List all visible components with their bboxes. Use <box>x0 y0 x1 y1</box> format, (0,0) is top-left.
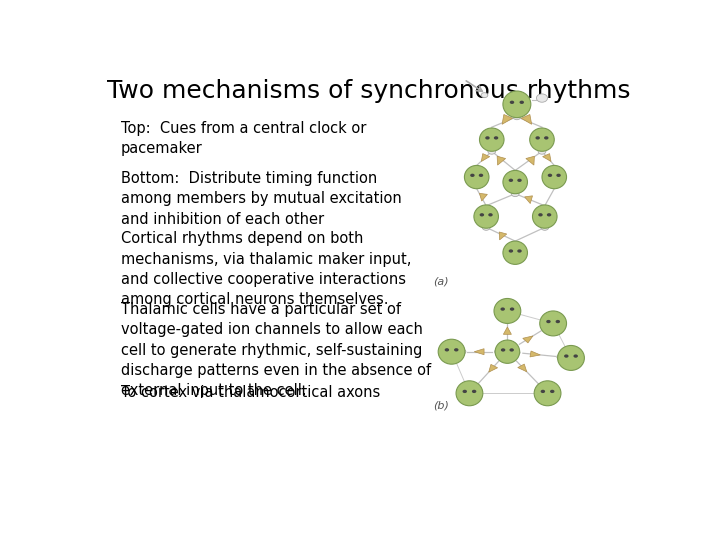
Circle shape <box>557 174 561 177</box>
Polygon shape <box>502 114 513 124</box>
Ellipse shape <box>533 205 557 228</box>
Text: Top:  Cues from a central clock or
pacemaker: Top: Cues from a central clock or pacema… <box>121 121 366 157</box>
Ellipse shape <box>480 128 504 151</box>
Circle shape <box>454 348 459 352</box>
Circle shape <box>495 349 501 354</box>
Circle shape <box>485 136 490 139</box>
Circle shape <box>541 225 549 230</box>
Circle shape <box>510 355 516 360</box>
Circle shape <box>538 384 544 389</box>
Text: Bottom:  Distribute timing function
among members by mutual excitation
and inhib: Bottom: Distribute timing function among… <box>121 171 402 227</box>
Polygon shape <box>497 156 505 165</box>
Circle shape <box>479 174 483 177</box>
Polygon shape <box>480 193 487 201</box>
Ellipse shape <box>494 299 521 323</box>
Circle shape <box>500 307 505 310</box>
Circle shape <box>459 349 466 354</box>
Circle shape <box>544 136 549 139</box>
Text: Two mechanisms of synchronous rhythms: Two mechanisms of synchronous rhythms <box>107 79 631 103</box>
Circle shape <box>510 307 514 310</box>
Circle shape <box>538 148 546 154</box>
Ellipse shape <box>474 205 498 228</box>
Circle shape <box>550 390 554 393</box>
Circle shape <box>513 350 520 355</box>
Circle shape <box>508 179 513 182</box>
Circle shape <box>546 320 551 323</box>
Polygon shape <box>482 153 490 161</box>
Text: To cortex via thalamocortical axons: To cortex via thalamocortical axons <box>121 385 380 400</box>
Polygon shape <box>543 153 551 161</box>
Ellipse shape <box>503 241 528 265</box>
Circle shape <box>556 320 560 323</box>
Circle shape <box>480 213 484 217</box>
Circle shape <box>564 354 569 357</box>
Circle shape <box>472 384 479 389</box>
Polygon shape <box>489 364 498 372</box>
Circle shape <box>445 348 449 352</box>
Circle shape <box>546 213 552 217</box>
Circle shape <box>499 355 505 360</box>
Circle shape <box>504 342 510 347</box>
Circle shape <box>541 326 548 331</box>
Polygon shape <box>530 351 540 357</box>
Circle shape <box>488 213 492 217</box>
Polygon shape <box>526 156 534 165</box>
Ellipse shape <box>464 165 489 188</box>
Text: Thalamic cells have a particular set of
voltage-gated ion channels to allow each: Thalamic cells have a particular set of … <box>121 302 431 399</box>
Ellipse shape <box>438 339 465 364</box>
Circle shape <box>501 348 505 352</box>
Text: (a): (a) <box>433 277 449 287</box>
Polygon shape <box>503 327 511 334</box>
Polygon shape <box>521 114 531 124</box>
Polygon shape <box>518 364 527 372</box>
Circle shape <box>541 390 545 393</box>
Circle shape <box>513 114 521 120</box>
Circle shape <box>482 225 490 230</box>
Circle shape <box>548 174 552 177</box>
Ellipse shape <box>503 171 528 194</box>
Circle shape <box>462 390 467 393</box>
Polygon shape <box>525 196 533 204</box>
Circle shape <box>557 354 564 360</box>
Circle shape <box>510 100 514 104</box>
Circle shape <box>520 100 524 104</box>
Circle shape <box>488 148 495 154</box>
Ellipse shape <box>503 91 531 118</box>
Circle shape <box>517 179 522 182</box>
Circle shape <box>510 348 514 352</box>
Ellipse shape <box>534 381 561 406</box>
Text: Cortical rhythms depend on both
mechanisms, via thalamic maker input,
and collec: Cortical rhythms depend on both mechanis… <box>121 231 411 307</box>
Ellipse shape <box>495 340 520 363</box>
Ellipse shape <box>530 128 554 151</box>
Ellipse shape <box>557 346 585 370</box>
Circle shape <box>472 390 477 393</box>
Ellipse shape <box>542 165 567 188</box>
Circle shape <box>511 191 519 197</box>
Circle shape <box>539 213 543 217</box>
Circle shape <box>470 174 474 177</box>
Circle shape <box>494 136 498 139</box>
Circle shape <box>511 345 518 350</box>
Circle shape <box>508 249 513 253</box>
Text: (b): (b) <box>433 401 449 411</box>
Polygon shape <box>523 336 533 343</box>
Circle shape <box>504 316 510 322</box>
Circle shape <box>536 94 548 102</box>
Circle shape <box>573 354 578 357</box>
Circle shape <box>536 136 540 139</box>
Circle shape <box>517 249 522 253</box>
Polygon shape <box>474 349 484 355</box>
Ellipse shape <box>456 381 483 406</box>
Circle shape <box>481 93 488 98</box>
Polygon shape <box>499 232 507 240</box>
Ellipse shape <box>540 311 567 336</box>
